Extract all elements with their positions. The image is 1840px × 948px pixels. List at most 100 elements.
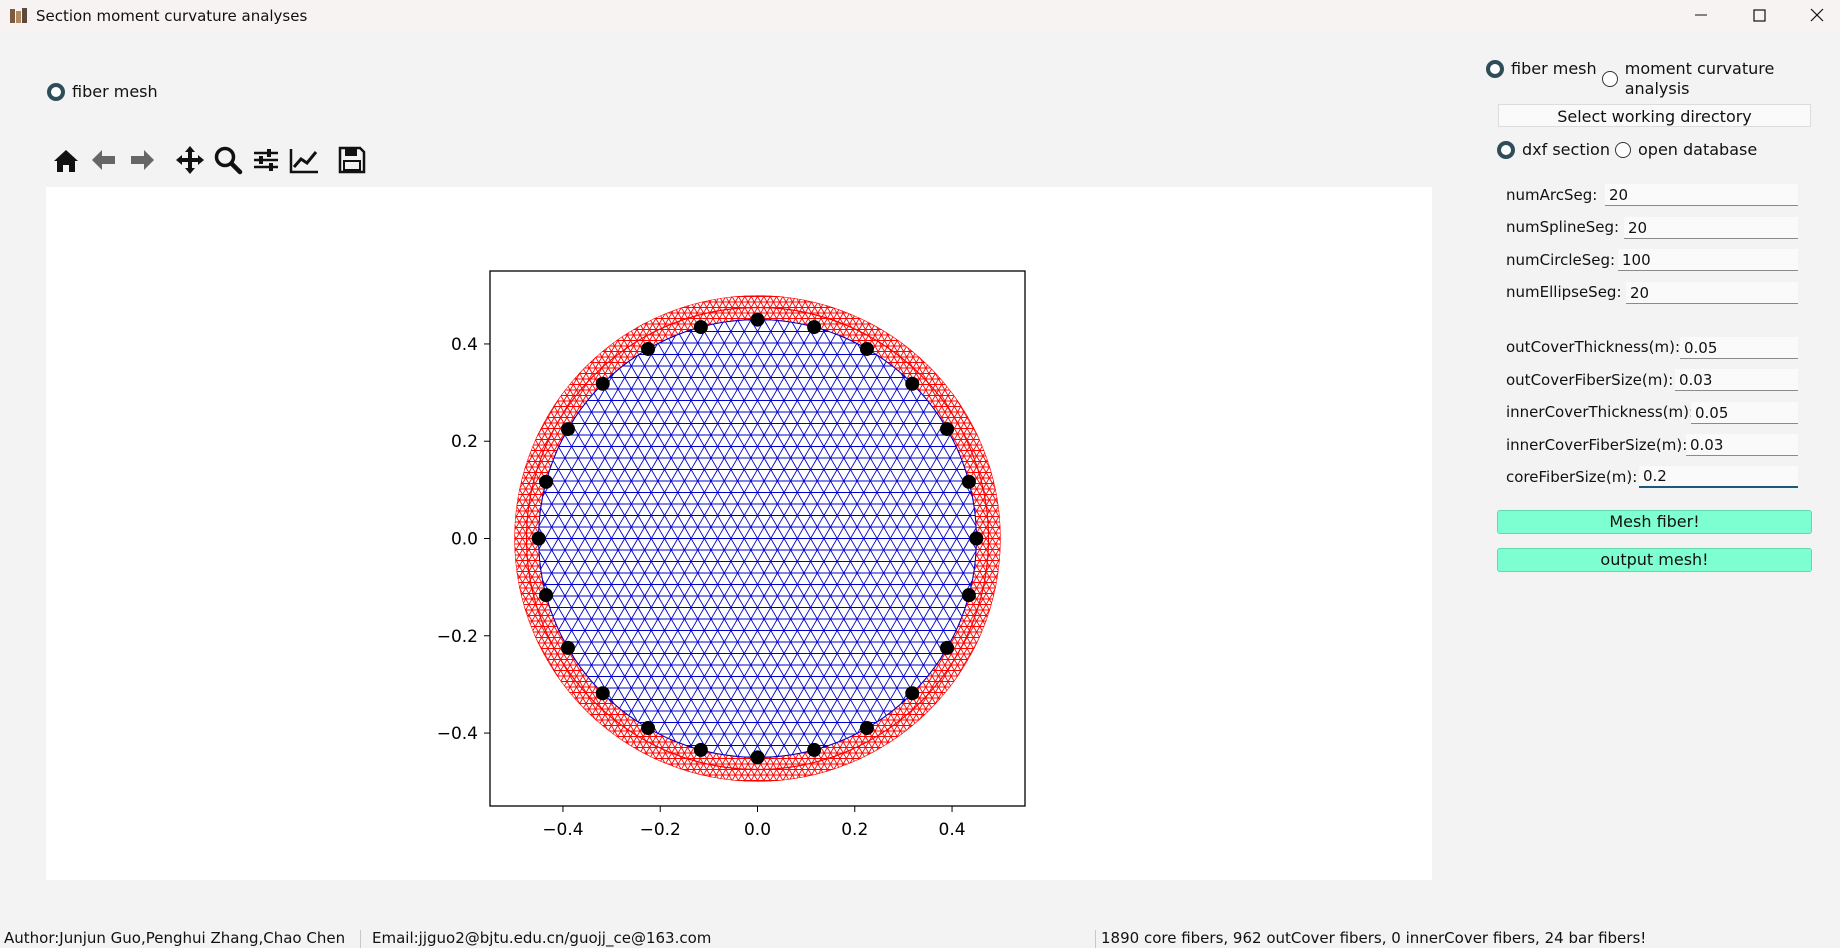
maximize-icon: [1753, 9, 1766, 22]
bar-fiber-point: [693, 320, 708, 335]
bar-fiber-point: [940, 640, 955, 655]
fiber-mesh-radio-label: fiber mesh: [1511, 59, 1597, 78]
inner-cover-thickness-label: innerCoverThickness(m):: [1506, 403, 1695, 421]
email-status: Email:jjguo2@bjtu.edu.cn/guojj_ce@163.co…: [372, 929, 712, 947]
home-button[interactable]: [50, 144, 82, 176]
core-fiber-size-input[interactable]: [1639, 466, 1798, 488]
zoom-button[interactable]: [212, 144, 244, 176]
bar-fiber-point: [940, 422, 955, 437]
x-tick-label: 0.0: [744, 820, 771, 840]
num-circle-seg-input[interactable]: [1618, 249, 1798, 271]
bar-fiber-point: [807, 320, 822, 335]
mesh-fiber-button[interactable]: Mesh fiber!: [1497, 510, 1812, 534]
edit-curves-button[interactable]: [288, 144, 320, 176]
back-arrow-icon: [92, 150, 115, 170]
num-arc-seg-input[interactable]: [1605, 184, 1798, 206]
inner-cover-thickness-input[interactable]: [1691, 402, 1798, 424]
save-icon: [338, 146, 366, 174]
minimize-icon: [1695, 14, 1707, 16]
x-tick-label: 0.4: [939, 820, 966, 840]
bar-fiber-point: [560, 640, 575, 655]
author-status: Author:Junjun Guo,Penghui Zhang,Chao Che…: [4, 929, 346, 947]
home-icon: [54, 150, 78, 172]
y-tick-label: 0.2: [451, 432, 478, 452]
bar-fiber-point: [539, 588, 554, 603]
bar-fiber-point: [693, 742, 708, 757]
moment-curvature-radio[interactable]: moment curvature analysis: [1602, 59, 1840, 99]
moment-curvature-radio-label: moment curvature analysis: [1624, 59, 1775, 98]
configure-subplots-button[interactable]: [250, 144, 282, 176]
output-mesh-button[interactable]: output mesh!: [1497, 548, 1812, 572]
fiber-count-status: 1890 core fibers, 962 outCover fibers, 0…: [1101, 929, 1647, 947]
y-tick-label: 0.4: [451, 335, 478, 355]
bar-fiber-point: [807, 742, 822, 757]
bar-fiber-point: [595, 686, 610, 701]
out-cover-thickness-label: outCoverThickness(m):: [1506, 338, 1680, 356]
app-icon: [10, 8, 27, 23]
open-database-radio[interactable]: open database: [1615, 140, 1757, 160]
bar-fiber-point: [969, 531, 984, 546]
left-fiber-mesh-label: fiber mesh: [72, 82, 158, 101]
save-figure-button[interactable]: [336, 144, 368, 176]
num-circle-seg-label: numCircleSeg:: [1506, 251, 1616, 269]
dxf-section-radio-label: dxf section: [1522, 140, 1610, 159]
plot-canvas[interactable]: −0.4 −0.2 0.0 0.2 0.4 0.4 0.2 0.0 −0.2 −0.4: [46, 187, 1432, 880]
forward-arrow-icon: [131, 150, 154, 170]
out-cover-fiber-size-label: outCoverFiberSize(m):: [1506, 371, 1674, 389]
bar-fiber-point: [905, 376, 920, 391]
bar-fiber-point: [641, 721, 656, 736]
bar-fiber-point: [595, 376, 610, 391]
x-tick-label: 0.2: [841, 820, 868, 840]
status-separator: [360, 930, 361, 948]
open-database-radio-label: open database: [1638, 140, 1758, 159]
inner-cover-fiber-size-input[interactable]: [1686, 434, 1798, 456]
bar-fiber-point: [859, 341, 874, 356]
num-ellipse-seg-label: numEllipseSeg:: [1506, 283, 1622, 301]
zoom-icon: [214, 146, 243, 175]
bar-fiber-point: [961, 588, 976, 603]
bar-fiber-point: [750, 750, 765, 765]
num-spline-seg-input[interactable]: [1624, 217, 1798, 239]
window-title: Section moment curvature analyses: [36, 7, 308, 25]
pan-button[interactable]: [174, 144, 206, 176]
left-fiber-mesh-radio[interactable]: fiber mesh: [47, 82, 158, 102]
subplots-config-icon: [254, 149, 278, 171]
radio-indicator: [1602, 71, 1618, 87]
fiber-mesh-radio[interactable]: fiber mesh: [1486, 59, 1597, 79]
y-tick-label: 0.0: [451, 530, 478, 550]
inner-cover-fiber-size-label: innerCoverFiberSize(m):: [1506, 436, 1688, 454]
back-button[interactable]: [88, 144, 120, 176]
close-icon: [1810, 8, 1824, 22]
num-spline-seg-label: numSplineSeg:: [1506, 218, 1620, 236]
pan-icon: [176, 146, 204, 174]
radio-indicator: [47, 83, 65, 101]
core-fiber-size-label: coreFiberSize(m):: [1506, 468, 1638, 486]
status-bar: Author:Junjun Guo,Penghui Zhang,Chao Che…: [0, 928, 1840, 948]
forward-button[interactable]: [126, 144, 158, 176]
minimize-button[interactable]: [1678, 0, 1724, 32]
out-cover-thickness-input[interactable]: [1680, 337, 1798, 359]
select-working-directory-button[interactable]: Select working directory: [1498, 104, 1811, 127]
y-tick-label: −0.2: [437, 627, 478, 647]
edit-curves-icon: [289, 149, 318, 174]
radio-indicator: [1486, 60, 1504, 78]
x-tick-label: −0.2: [640, 820, 681, 840]
bar-fiber-point: [560, 422, 575, 437]
out-cover-fiber-size-input[interactable]: [1675, 369, 1798, 391]
radio-indicator: [1497, 141, 1515, 159]
bar-fiber-point: [531, 531, 546, 546]
title-bar: Section moment curvature analyses: [0, 0, 1840, 32]
radio-indicator: [1615, 142, 1631, 158]
x-tick-label: −0.4: [542, 820, 583, 840]
close-button[interactable]: [1794, 0, 1840, 32]
num-arc-seg-label: numArcSeg:: [1506, 186, 1598, 204]
status-separator: [1095, 930, 1096, 948]
fiber-section-plot: −0.4 −0.2 0.0 0.2 0.4 0.4 0.2 0.0 −0.2 −0.4: [437, 270, 1026, 840]
bar-fiber-point: [961, 474, 976, 489]
bar-fiber-point: [750, 312, 765, 327]
dxf-section-radio[interactable]: dxf section: [1497, 140, 1610, 160]
bar-fiber-point: [905, 686, 920, 701]
num-ellipse-seg-input[interactable]: [1626, 282, 1798, 304]
maximize-button[interactable]: [1736, 0, 1782, 32]
bar-fiber-point: [641, 341, 656, 356]
